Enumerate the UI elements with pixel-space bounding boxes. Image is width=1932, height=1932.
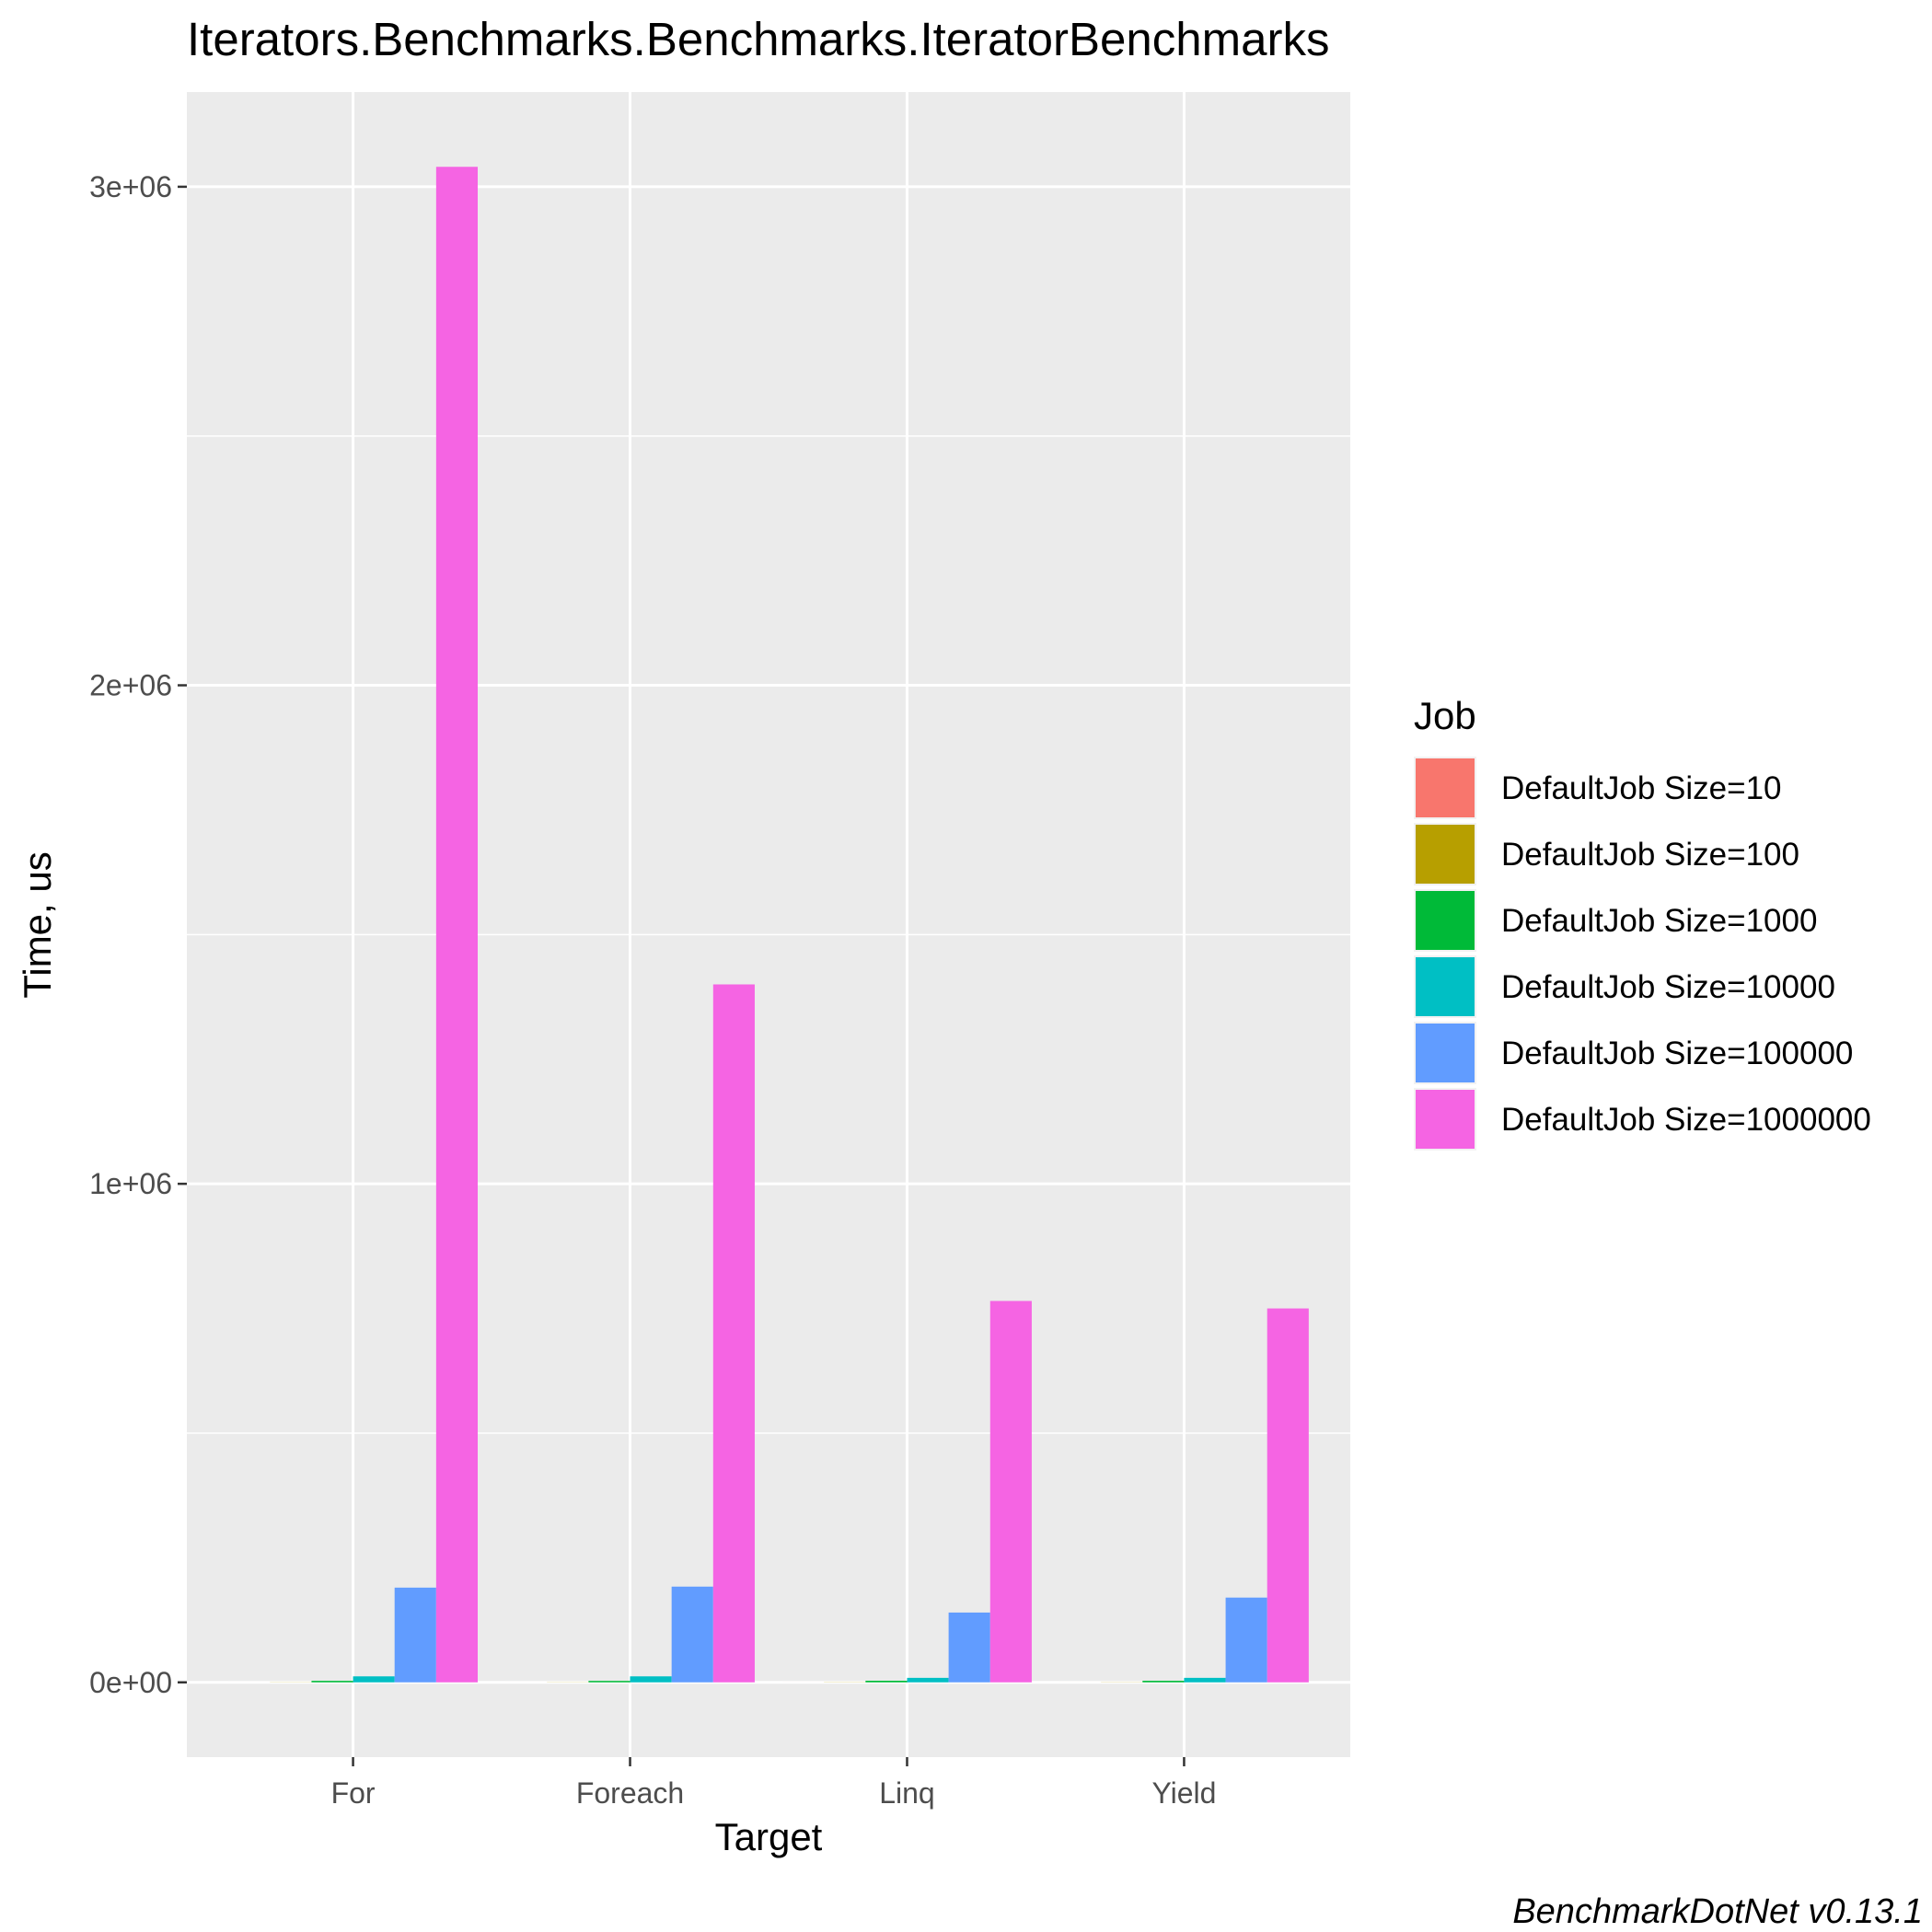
- x-tick-label: Linq: [879, 1776, 935, 1810]
- legend-key: [1416, 957, 1475, 1016]
- legend-key: [1416, 1090, 1475, 1149]
- x-tick-label: Foreach: [576, 1776, 684, 1810]
- bar: [671, 1586, 713, 1683]
- bar: [712, 984, 755, 1683]
- legend-key: [1416, 891, 1475, 950]
- bar: [989, 1301, 1032, 1683]
- legend-label: DefaultJob Size=1000: [1501, 903, 1817, 939]
- x-tick-label: Yield: [1151, 1776, 1216, 1810]
- y-tick-label: 3e+06: [89, 170, 172, 203]
- bar: [1142, 1681, 1185, 1683]
- caption: BenchmarkDotNet v0.13.1: [1512, 1892, 1923, 1931]
- x-tick-label: For: [331, 1776, 376, 1810]
- legend-title: Job: [1414, 694, 1476, 737]
- bar: [1267, 1308, 1309, 1683]
- legend-label: DefaultJob Size=1000000: [1501, 1102, 1871, 1138]
- bar: [394, 1587, 436, 1683]
- bar: [948, 1612, 990, 1683]
- bars: [228, 167, 1309, 1683]
- legend-label: DefaultJob Size=10: [1501, 770, 1782, 806]
- legend-label: DefaultJob Size=10000: [1501, 969, 1835, 1005]
- bar: [865, 1681, 908, 1683]
- plot-panel: [187, 92, 1350, 1757]
- bar: [907, 1677, 949, 1683]
- legend-label: DefaultJob Size=100000: [1501, 1035, 1853, 1071]
- y-tick-label: 0e+00: [89, 1666, 172, 1699]
- y-axis-title: Time, us: [16, 851, 59, 998]
- legend-label: DefaultJob Size=100: [1501, 837, 1799, 873]
- bar: [311, 1681, 353, 1683]
- y-tick-label: 1e+06: [89, 1167, 172, 1200]
- bar: [353, 1676, 395, 1683]
- legend-key: [1416, 825, 1475, 884]
- legend-key: [1416, 758, 1475, 817]
- legend-key: [1416, 1024, 1475, 1082]
- bar: [1184, 1677, 1226, 1683]
- bar: [630, 1676, 672, 1683]
- legend: Job DefaultJob Size=10 DefaultJob Size=10…: [1414, 694, 1871, 1151]
- grid-minor: [187, 434, 1350, 1434]
- bar: [1225, 1597, 1267, 1683]
- y-tick-label: 2e+06: [89, 669, 172, 702]
- x-axis-title: Target: [715, 1815, 823, 1858]
- bar: [435, 167, 478, 1683]
- chart-title: Iterators.Benchmarks.Benchmarks.Iterator…: [187, 13, 1329, 65]
- bar: [588, 1681, 631, 1683]
- axes: 0e+00 1e+06 2e+06 3e+06 For Foreach Linq Yield: [89, 170, 1216, 1810]
